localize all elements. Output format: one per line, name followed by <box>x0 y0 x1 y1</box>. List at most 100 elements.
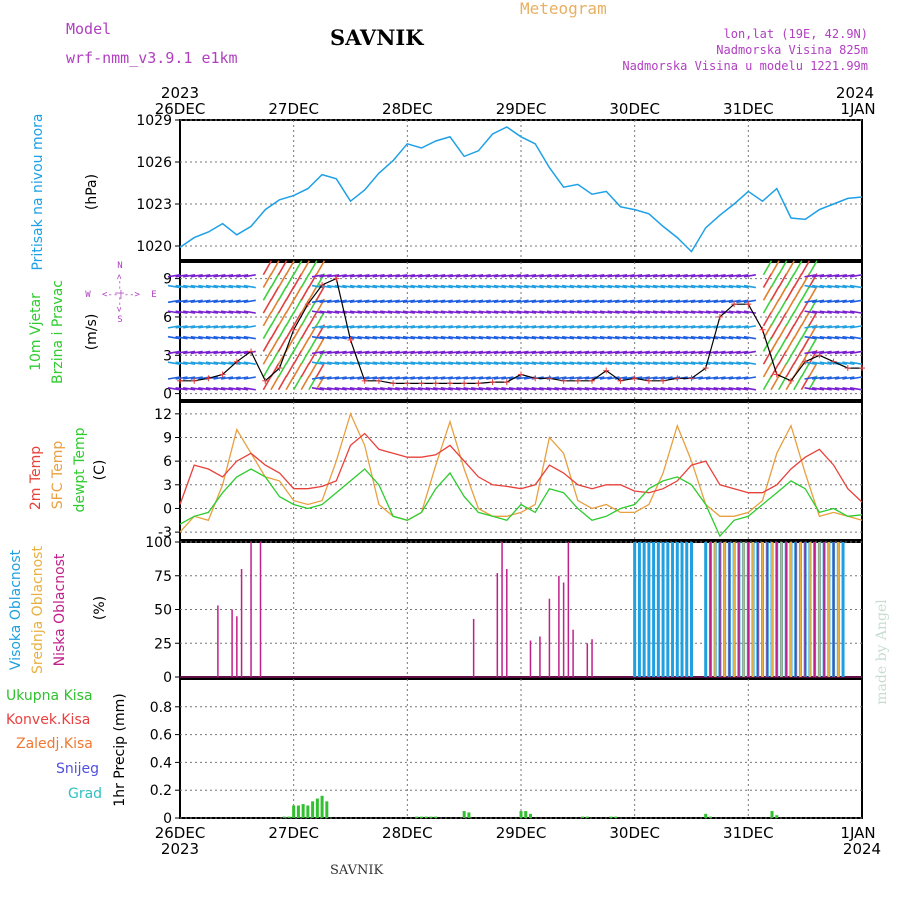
wind-barb <box>205 325 219 329</box>
wind-barb <box>190 284 203 289</box>
wind-barb <box>599 299 613 304</box>
wind-barb <box>455 299 469 304</box>
wind-barb <box>561 284 575 289</box>
wind-barb <box>493 335 506 340</box>
wind-barb <box>448 325 461 329</box>
wind-barb <box>577 310 590 314</box>
wind-barb <box>713 273 726 278</box>
wind-barb <box>190 335 203 340</box>
wind-barb <box>448 350 461 355</box>
wind-barb <box>516 310 529 314</box>
top-year-start: 2023 <box>161 84 199 102</box>
wind-barb <box>448 284 461 289</box>
wind-barb <box>277 337 288 352</box>
wind-barb <box>455 335 469 340</box>
wind-barb <box>167 325 181 329</box>
cloud-bar <box>823 542 825 677</box>
wind-barb <box>387 284 400 289</box>
wind-barb <box>811 350 825 355</box>
wind-barb <box>660 350 673 355</box>
cloud-bar <box>728 542 731 677</box>
wind-barb <box>364 361 378 366</box>
wind-barb <box>743 284 757 289</box>
wind-barb <box>524 325 537 329</box>
wind-barb <box>198 299 211 304</box>
wind-barb <box>834 335 847 340</box>
wind-barb <box>455 284 469 289</box>
wind-barb <box>220 376 234 380</box>
wind-barb <box>819 273 832 278</box>
wind-barb <box>357 284 370 289</box>
wind-barb <box>721 299 734 304</box>
wind-barb <box>425 299 438 304</box>
wind-barb <box>804 284 817 289</box>
cloud-bar <box>501 542 503 677</box>
low-cloud-label: Niska Oblacnost <box>52 553 68 666</box>
wind-barb <box>531 335 544 340</box>
wind-barb <box>342 284 355 289</box>
wind-barb <box>380 284 393 289</box>
wind-barb <box>690 310 703 314</box>
wind-barb <box>569 386 582 391</box>
wind-barb <box>410 376 423 380</box>
wind-barb <box>531 350 544 355</box>
wind-barb <box>395 335 408 340</box>
wind-barb <box>300 324 310 340</box>
wind-barb <box>440 350 453 355</box>
wind-barb <box>372 325 385 329</box>
wind-barb <box>455 376 469 380</box>
wind-barb <box>599 325 613 329</box>
pressure-ylabel: (hPa) <box>84 174 100 210</box>
wind-barb <box>501 299 514 304</box>
wind-barb <box>546 361 560 366</box>
wind-barb <box>683 325 696 329</box>
wind-barb <box>285 349 295 365</box>
wind-barb <box>417 273 431 278</box>
wind-barb <box>554 376 567 380</box>
wind-barb <box>319 386 332 391</box>
wind-barb <box>315 362 326 378</box>
wind-barb <box>728 273 741 278</box>
wind-barb <box>721 273 734 278</box>
wind-barb <box>743 299 757 304</box>
wind-barb <box>448 386 461 391</box>
wind-barb <box>175 376 188 380</box>
wind-barb <box>516 361 529 366</box>
wind-barb <box>342 325 355 329</box>
wind-barb <box>433 325 446 329</box>
wind-barb <box>372 284 385 289</box>
wind-barb <box>584 299 597 304</box>
wind-barb <box>205 386 219 391</box>
y-tick-label: 0 <box>163 811 172 827</box>
wind-barb <box>270 337 280 352</box>
wind-barb <box>777 311 788 327</box>
wind-barb <box>508 335 522 340</box>
wind-barb <box>493 325 506 329</box>
day-label-bottom: 27DEC <box>268 824 319 842</box>
wind-barb <box>205 361 219 366</box>
wind-barb <box>270 298 280 314</box>
cloud-bar <box>738 542 740 677</box>
wind-barb <box>546 386 560 391</box>
wind-barb <box>630 350 643 355</box>
wind-barb <box>808 362 818 378</box>
cloud-bar <box>752 542 755 677</box>
wind-barb <box>387 325 400 329</box>
wind-barb <box>417 299 431 304</box>
wind-barb <box>470 284 484 289</box>
wind-barb <box>167 273 181 278</box>
precip-bar <box>462 811 466 818</box>
y-tick-label: 100 <box>145 535 172 551</box>
wind-barb <box>652 376 666 380</box>
cloud-bar <box>656 542 660 677</box>
y-tick-label: 0 <box>163 387 172 403</box>
wind-barb <box>819 284 832 289</box>
wind-barb <box>425 310 438 314</box>
wind-barb <box>561 386 575 391</box>
wind-barb <box>546 325 560 329</box>
wind-barb <box>675 284 688 289</box>
wind-barb <box>713 386 726 391</box>
wind-barb <box>539 386 552 391</box>
wind-barb <box>827 386 840 391</box>
